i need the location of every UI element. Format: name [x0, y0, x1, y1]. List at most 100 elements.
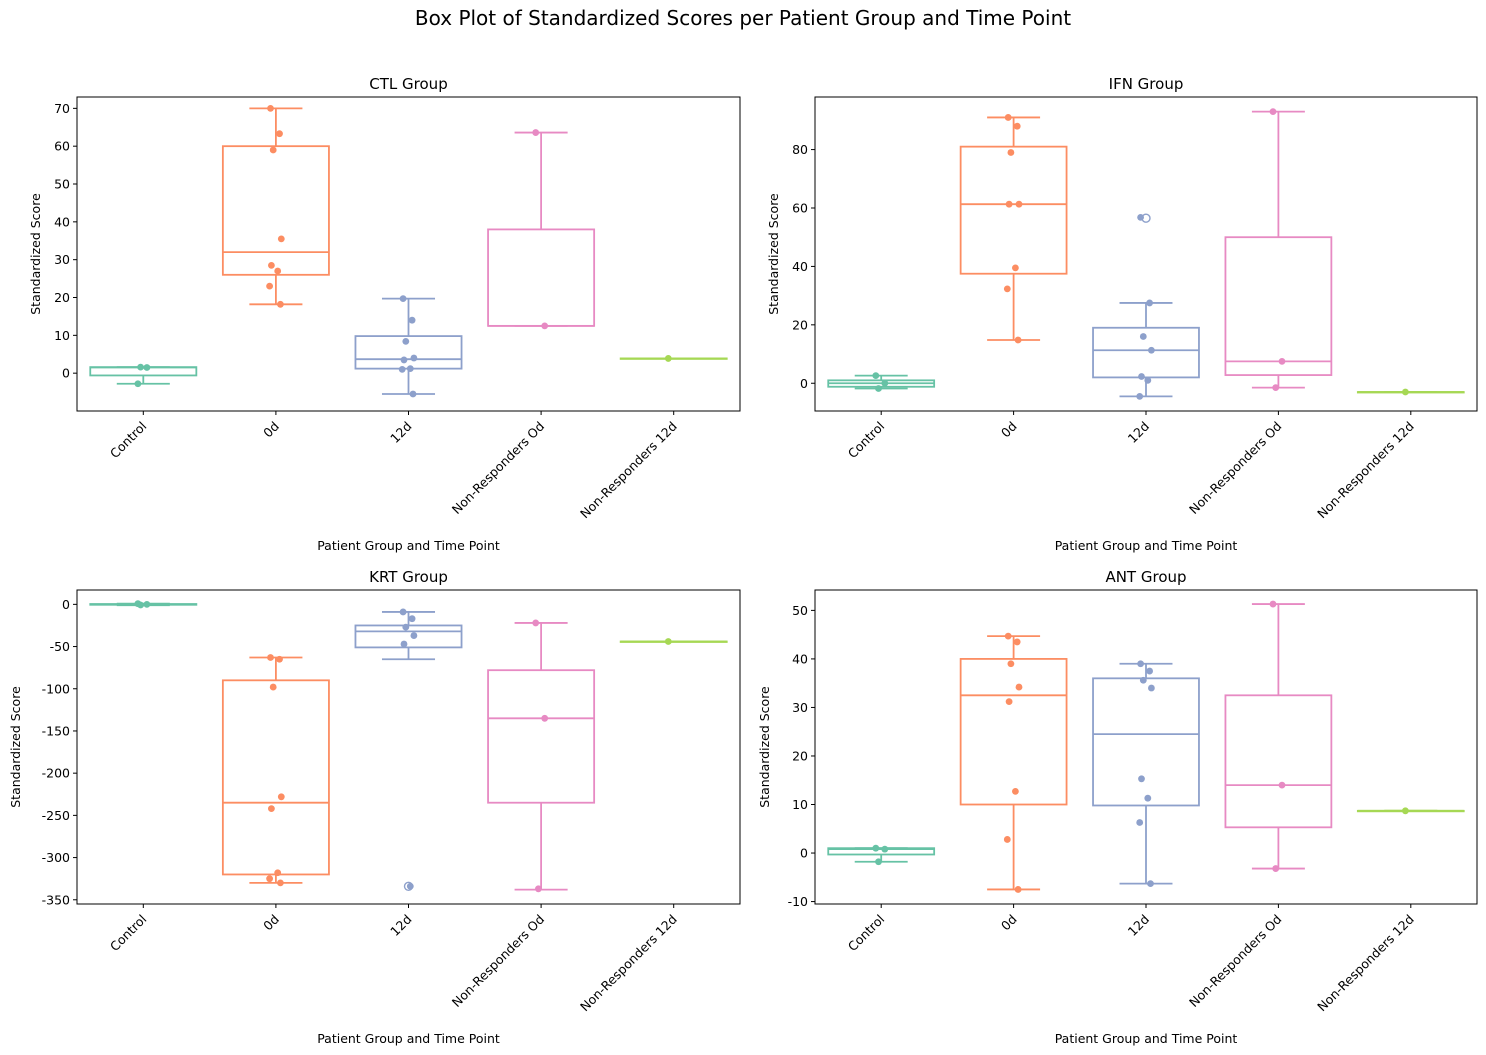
y-tick-label: 50	[792, 603, 808, 618]
x-axis-label: Patient Group and Time Point	[1055, 538, 1238, 553]
box-non-responders-od	[487, 129, 596, 330]
data-point	[406, 365, 414, 373]
subplot-title: KRT Group	[369, 568, 448, 586]
data-point	[1272, 384, 1280, 392]
y-tick-label: 30	[54, 252, 70, 267]
data-point	[134, 380, 142, 388]
box-0d	[221, 104, 330, 308]
x-tick-label: 12d	[1125, 419, 1152, 446]
box-control	[89, 363, 198, 388]
y-tick-label: 50	[54, 177, 70, 192]
box-0d	[221, 654, 330, 887]
data-point	[1148, 346, 1155, 354]
data-point	[1003, 285, 1011, 293]
data-point	[875, 858, 882, 866]
data-point	[1146, 667, 1153, 675]
data-point	[274, 267, 282, 275]
box-non-responders-12d	[619, 638, 728, 645]
data-point	[1147, 880, 1154, 888]
box-non-responders-12d	[619, 355, 728, 362]
data-point	[1007, 660, 1015, 668]
data-point	[664, 355, 672, 362]
data-point	[137, 601, 145, 609]
data-point	[402, 337, 410, 345]
subplot-title: ANT Group	[1105, 568, 1186, 586]
data-point	[399, 608, 407, 616]
x-tick-label: 0d	[998, 912, 1020, 934]
data-point	[1004, 632, 1012, 640]
data-point	[1139, 676, 1147, 684]
data-point	[1144, 794, 1152, 802]
x-tick-label: 0d	[260, 419, 282, 441]
data-point	[881, 379, 889, 387]
data-point	[1003, 836, 1011, 843]
data-point	[1007, 149, 1015, 156]
x-tick-label: Non-Responders 12d	[1314, 912, 1417, 1015]
box-iqr	[487, 228, 596, 327]
y-tick-label: 0	[62, 597, 70, 612]
box-iqr	[487, 669, 596, 804]
box-12d	[1092, 660, 1200, 888]
box-control	[89, 600, 198, 609]
subplot-0: CTL Group 0 10 20 30 40 50 60 70 Control 0d 12d Non-…	[28, 75, 741, 553]
data-point	[1137, 660, 1144, 668]
box-iqr	[959, 658, 1068, 806]
data-point	[267, 654, 274, 661]
x-tick-label: Control	[845, 419, 888, 462]
data-point	[872, 372, 880, 380]
data-point	[881, 845, 889, 853]
figure-title: Box Plot of Standardized Scores per Pati…	[414, 6, 1072, 30]
data-point	[1136, 392, 1144, 400]
plot-frame	[814, 589, 1478, 905]
data-point	[1139, 333, 1147, 340]
y-tick-label: -350	[42, 892, 70, 907]
data-point	[398, 365, 406, 373]
x-tick-label: Control	[845, 912, 888, 955]
y-axis-label: Standardized Score	[28, 193, 43, 315]
data-point	[400, 356, 408, 364]
y-tick-label: 10	[54, 328, 70, 343]
data-point	[1013, 122, 1021, 130]
y-tick-label: 60	[54, 139, 70, 154]
data-point	[406, 882, 414, 890]
data-point	[1137, 213, 1144, 221]
x-tick-label: 12d	[387, 912, 414, 939]
y-tick-label: 40	[792, 651, 808, 666]
box-iqr	[1092, 677, 1200, 807]
x-axis-label: Patient Group and Time Point	[317, 538, 500, 553]
y-tick-label: -200	[42, 766, 70, 781]
y-axis-label: Standardized Score	[766, 193, 781, 315]
y-tick-label: 20	[54, 290, 70, 305]
data-point	[1138, 373, 1145, 380]
y-tick-label: 30	[792, 700, 808, 715]
box-non-responders-od	[487, 619, 596, 893]
y-tick-label: 20	[792, 317, 808, 332]
x-tick-label: Non-Responders 12d	[577, 419, 680, 522]
x-tick-label: Non-Responders Od	[449, 419, 547, 517]
data-point	[664, 638, 672, 645]
y-tick-label: 40	[792, 259, 808, 274]
subplot-title: CTL Group	[369, 75, 447, 93]
data-point	[143, 600, 151, 608]
box-iqr	[827, 847, 936, 856]
data-point	[541, 714, 549, 722]
data-point	[266, 875, 273, 883]
y-tick-label: 0	[62, 366, 70, 381]
subplot-2: KRT Group 0 -50 -100 -150 -200 -250 -300 -350 Con…	[8, 568, 741, 1046]
data-point	[1148, 684, 1155, 692]
data-point	[1146, 299, 1153, 307]
data-point	[277, 879, 284, 887]
subplot-1: IFN Group 0 20 40 60 80 Control 0d 12d Non-Respon…	[766, 75, 1478, 553]
data-point	[1136, 819, 1144, 826]
data-point	[409, 390, 417, 398]
box-iqr	[959, 145, 1068, 275]
data-point	[277, 300, 284, 308]
y-tick-label: 20	[792, 748, 808, 763]
plot-frame	[76, 96, 741, 412]
box-iqr	[1224, 236, 1333, 376]
data-point	[1015, 200, 1023, 208]
data-point	[1269, 600, 1277, 608]
data-point	[1012, 788, 1019, 795]
y-tick-label: -10	[788, 894, 808, 909]
